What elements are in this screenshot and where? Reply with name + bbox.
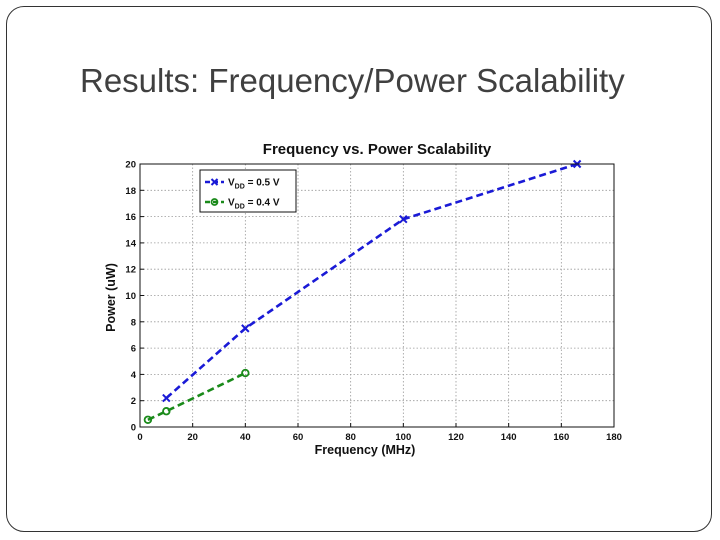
legend-item-1: VDD = 0.4 V xyxy=(205,198,280,211)
y-axis-label: Power (uW) xyxy=(104,263,118,332)
y-tick-label: 16 xyxy=(125,212,136,223)
y-tick-label: 12 xyxy=(125,265,136,276)
y-tick-label: 14 xyxy=(125,238,136,249)
series-layer xyxy=(143,159,582,424)
series-1 xyxy=(143,368,250,424)
data-point-circle-marker xyxy=(241,368,250,378)
chart-title: Frequency vs. Power Scalability xyxy=(263,141,492,158)
y-tick-label: 8 xyxy=(131,317,136,328)
y-tick-label: 6 xyxy=(131,344,136,355)
x-tick-label: 160 xyxy=(553,432,569,443)
x-tick-label: 80 xyxy=(345,432,356,443)
series-line xyxy=(165,162,578,400)
data-point-x-marker xyxy=(162,393,171,403)
legend-label: VDD = 0.5 V xyxy=(228,178,280,191)
legend-circle-marker xyxy=(210,198,219,206)
x-tick-label: 60 xyxy=(293,432,304,443)
x-tick-label: 140 xyxy=(501,432,517,443)
x-axis-label: Frequency (MHz) xyxy=(315,443,416,457)
y-tick-label: 2 xyxy=(131,396,136,407)
x-tick-label: 100 xyxy=(395,432,411,443)
slide-frame xyxy=(6,6,712,532)
y-tick-label: 20 xyxy=(125,160,136,171)
y-tick-label: 10 xyxy=(125,291,136,302)
x-tick-label: 0 xyxy=(137,432,142,443)
legend: VDD = 0.5 V VDD = 0.4 V xyxy=(199,169,297,213)
data-point-circle-marker xyxy=(162,407,171,416)
plot-border xyxy=(139,163,615,428)
series-0 xyxy=(162,159,582,403)
series-line xyxy=(147,371,246,421)
y-tick-label: 18 xyxy=(125,186,136,197)
legend-item-0: VDD = 0.5 V xyxy=(205,178,280,191)
data-point-circle-marker xyxy=(143,415,153,424)
ticks: 0 20 40 60 80 100 120 140 160 180 0 2 4 6 8 10 12 14 16 18 2… xyxy=(125,160,622,444)
legend-x-marker xyxy=(210,178,219,186)
y-tick-label: 0 xyxy=(131,423,136,434)
x-tick-label: 40 xyxy=(240,432,251,443)
x-tick-label: 180 xyxy=(606,432,622,443)
x-tick-label: 20 xyxy=(187,432,198,443)
data-point-x-marker xyxy=(241,324,250,333)
legend-label: VDD = 0.4 V xyxy=(228,198,280,211)
data-point-x-marker xyxy=(399,215,408,224)
x-tick-label: 120 xyxy=(448,432,464,443)
slide-title: Results: Frequency/Power Scalability xyxy=(80,62,625,99)
y-tick-label: 4 xyxy=(131,370,137,381)
